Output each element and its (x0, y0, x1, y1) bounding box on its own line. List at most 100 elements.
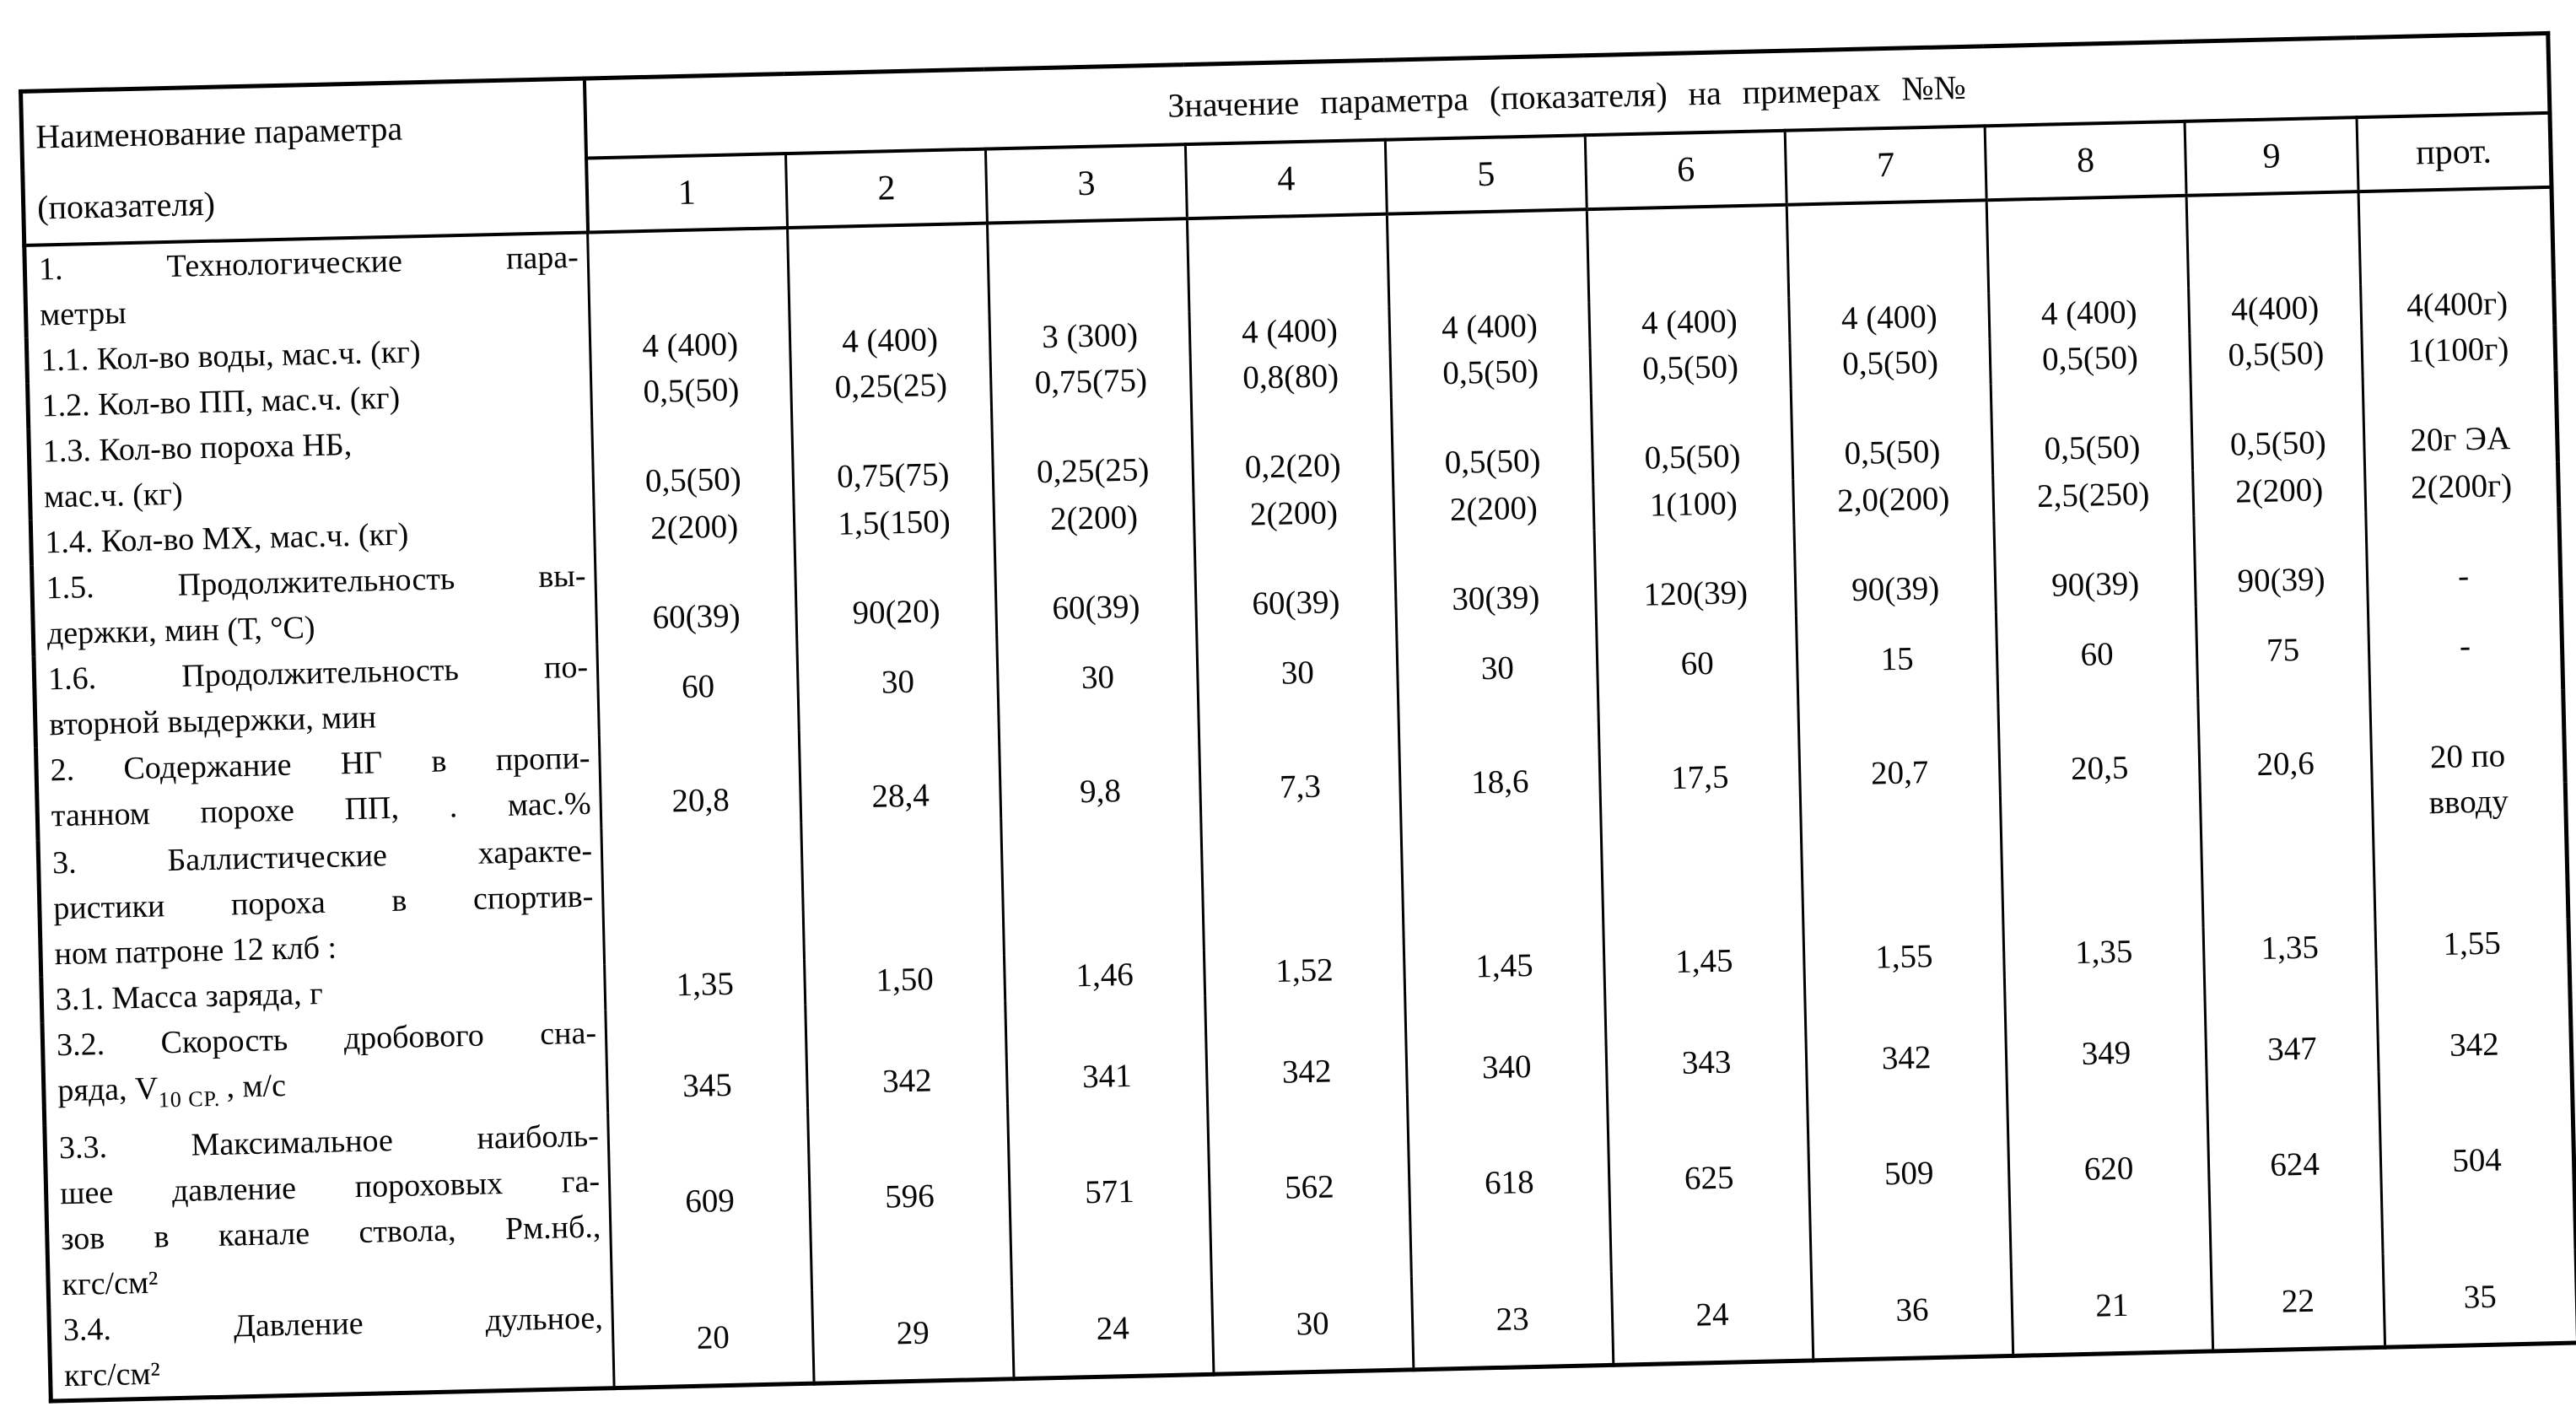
value-text: 0,5(50) (1442, 353, 1539, 392)
value-text: 4 (400) (841, 321, 939, 360)
value-cell: 75 (2196, 602, 2370, 698)
value-cell: 90(39) (1993, 515, 2196, 612)
value-text: 0,75(75) (836, 455, 950, 495)
value-text: 90(39) (1851, 569, 1940, 609)
value-cell (800, 818, 1005, 960)
value-text: 1,35 (2261, 929, 2320, 967)
value-text: 0,25(25) (834, 366, 948, 406)
value-cell: 1(100) (1592, 479, 1794, 531)
value-cell: 18,6 (1398, 712, 1601, 810)
value-text: 1,35 (2074, 933, 2133, 972)
value-cell: 120(39) (1594, 525, 1797, 622)
param-label-text: 1.2. Кол-во ПП, мас.ч. (кг) (41, 380, 401, 424)
value-cell: 1,46 (1004, 950, 1205, 1001)
value-cell (601, 822, 805, 965)
value-cell: 1,35 (2203, 923, 2377, 973)
value-text: 342 (1881, 1039, 1932, 1077)
value-text: 17,5 (1670, 758, 1729, 797)
value-text: 509 (1883, 1155, 1934, 1193)
param-label-text: 3.1. Масса заряда, г (55, 975, 324, 1018)
value-text: 22 (2281, 1282, 2315, 1320)
value-cell: 4 (400) (1588, 297, 1790, 348)
param-label-text: кгс/см² (63, 1355, 161, 1394)
param-label-text: 3. Баллистические характе- (51, 833, 593, 881)
value-cell: 0,5(50) (1591, 388, 1793, 485)
value-cell: 4 (400) (1988, 288, 2190, 339)
value-text: 30 (1081, 659, 1115, 697)
param-name-cell: 3.3. Максимальное наиболь-шее давление п… (45, 1113, 612, 1307)
value-cell: 0,5(50) (1391, 393, 1593, 489)
value-text: 340 (1481, 1048, 1532, 1086)
param-label-text: 1.5. Продолжительность вы- (46, 558, 586, 606)
value-text: 20 по вводу (2428, 737, 2509, 822)
column-header-5: 5 (1385, 135, 1587, 214)
value-cell: 28,4 (799, 725, 1001, 823)
value-cell: 0,5(50) (2189, 330, 2363, 380)
value-cell: 60 (596, 639, 800, 736)
value-cell: 30 (996, 629, 1199, 726)
column-header-2: 2 (785, 148, 988, 229)
value-cell: 609 (607, 1108, 812, 1296)
value-cell: 0,5(50) (1989, 333, 2191, 385)
value-text: 0,5(50) (643, 371, 740, 411)
param-label-text: ряда, V (57, 1070, 159, 1109)
value-cell (1187, 213, 1389, 312)
value-cell: 618 (1407, 1089, 1612, 1277)
value-cell: 24 (1011, 1280, 1214, 1379)
param-label-text: мас.ч. (кг) (43, 476, 184, 515)
value-text: 36 (1894, 1291, 1929, 1329)
param-name-header: Наименование параметра (показателя) (20, 78, 588, 245)
value-cell: 4 (400) (1788, 293, 1990, 343)
value-cell: 624 (2207, 1071, 2384, 1258)
value-text: 30 (1296, 1305, 1330, 1343)
value-text: 23 (1495, 1301, 1530, 1339)
value-cell: 1,55 (2375, 919, 2570, 969)
value-text: 21 (2094, 1286, 2129, 1324)
value-cell: 343 (1604, 982, 1808, 1090)
param-label-text: , м/с (226, 1068, 287, 1105)
value-text: 28,4 (870, 777, 930, 815)
value-cell: 347 (2204, 968, 2379, 1076)
value-cell: 30 (796, 634, 1000, 730)
value-text: 2(200) (1449, 489, 1539, 529)
param-label-text: 1.1. Кол-во воды, мас.ч. (кг) (40, 334, 421, 379)
value-cell (2186, 191, 2361, 288)
value-text: 0,5(50) (1641, 348, 1739, 387)
value-cell: 1,5(150) (794, 498, 995, 548)
value-cell: 29 (811, 1285, 1015, 1384)
value-cell: 0,5(50) (1791, 384, 1993, 480)
param-name-cell: 3.4. Давление дульное, кгс/см² (49, 1295, 614, 1401)
value-cell (1786, 200, 1989, 298)
value-cell: 0,5(50) (1390, 348, 1592, 398)
value-text: 1,5(150) (838, 503, 951, 542)
value-cell: 0,75(75) (990, 357, 1192, 407)
value-text: 20,8 (671, 781, 730, 820)
value-cell: 4 (400) (1388, 302, 1591, 353)
value-cell: 90(20) (795, 543, 997, 639)
param-label-text: вторной выдержки, мин (48, 699, 377, 743)
value-cell: 0,2(20) (1191, 397, 1393, 494)
value-cell (1400, 805, 1604, 946)
value-text: 1,50 (875, 961, 935, 999)
value-text: 60(39) (1052, 588, 1140, 627)
param-label-text: 1.4. Кол-во МХ, мас.ч. (кг) (44, 516, 409, 561)
param-name-cell: 1.6. Продолжительность по-вторной выдерж… (34, 644, 599, 747)
value-cell: 20 (612, 1290, 815, 1388)
value-cell (2000, 790, 2204, 933)
value-cell: 22 (2211, 1253, 2385, 1351)
value-cell (2358, 186, 2554, 285)
param-label-text: держки, мин (Т, °С) (46, 610, 316, 652)
value-cell: 3 (300) (989, 311, 1191, 362)
param-name-cell: 1.5. Продолжительность вы-держки, мин (Т… (32, 552, 597, 656)
value-cell: 7,3 (1199, 716, 1401, 814)
value-cell: 620 (2007, 1075, 2212, 1263)
value-cell: 1,45 (1404, 940, 1605, 992)
value-text: 4(400г) (2406, 285, 2509, 324)
table-body: 1. Технологические пара-метры 1.1. Кол-во… (24, 186, 2576, 1401)
value-text: 342 (881, 1062, 933, 1100)
value-text: - (2459, 628, 2471, 665)
value-cell: 1,35 (2003, 927, 2205, 978)
value-cell: 349 (2004, 973, 2207, 1081)
scanned-table: Наименование параметра (показателя) Знач… (19, 30, 2576, 1404)
